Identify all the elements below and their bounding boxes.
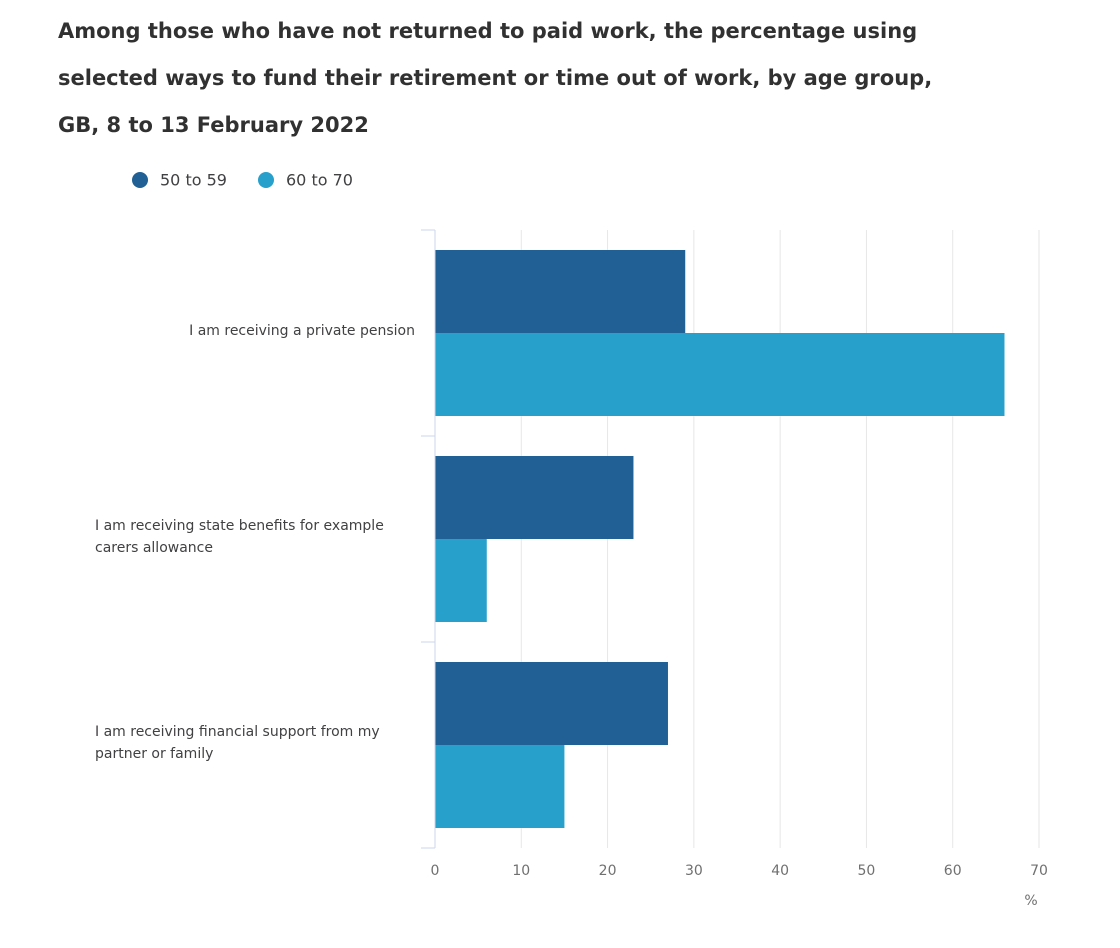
x-tick-label: 60 [944, 863, 962, 879]
y-tick-label: I am receiving a private pension [189, 323, 415, 339]
x-tick-label: 20 [599, 863, 617, 879]
bar [435, 539, 487, 622]
x-tick-label: 30 [685, 863, 703, 879]
chart-title: Among those who have not returned to pai… [58, 19, 933, 137]
x-tick-label: 10 [512, 863, 530, 879]
bar [435, 333, 1005, 416]
legend-label: 50 to 59 [160, 171, 227, 190]
x-tick-label: 0 [431, 863, 440, 879]
x-tick-label: 70 [1030, 863, 1048, 879]
bar [435, 662, 668, 745]
y-tick-label: I am receiving financial support from my… [95, 724, 380, 762]
bar [435, 456, 634, 539]
legend-marker [132, 172, 148, 188]
y-tick-label: I am receiving state benefits for exampl… [95, 518, 384, 556]
legend-label: 60 to 70 [286, 171, 353, 190]
bar [435, 250, 686, 333]
x-tick-label: 40 [771, 863, 789, 879]
bar [435, 745, 565, 828]
x-axis-label: % [1024, 893, 1037, 909]
legend-marker [258, 172, 274, 188]
x-tick-label: 50 [858, 863, 876, 879]
